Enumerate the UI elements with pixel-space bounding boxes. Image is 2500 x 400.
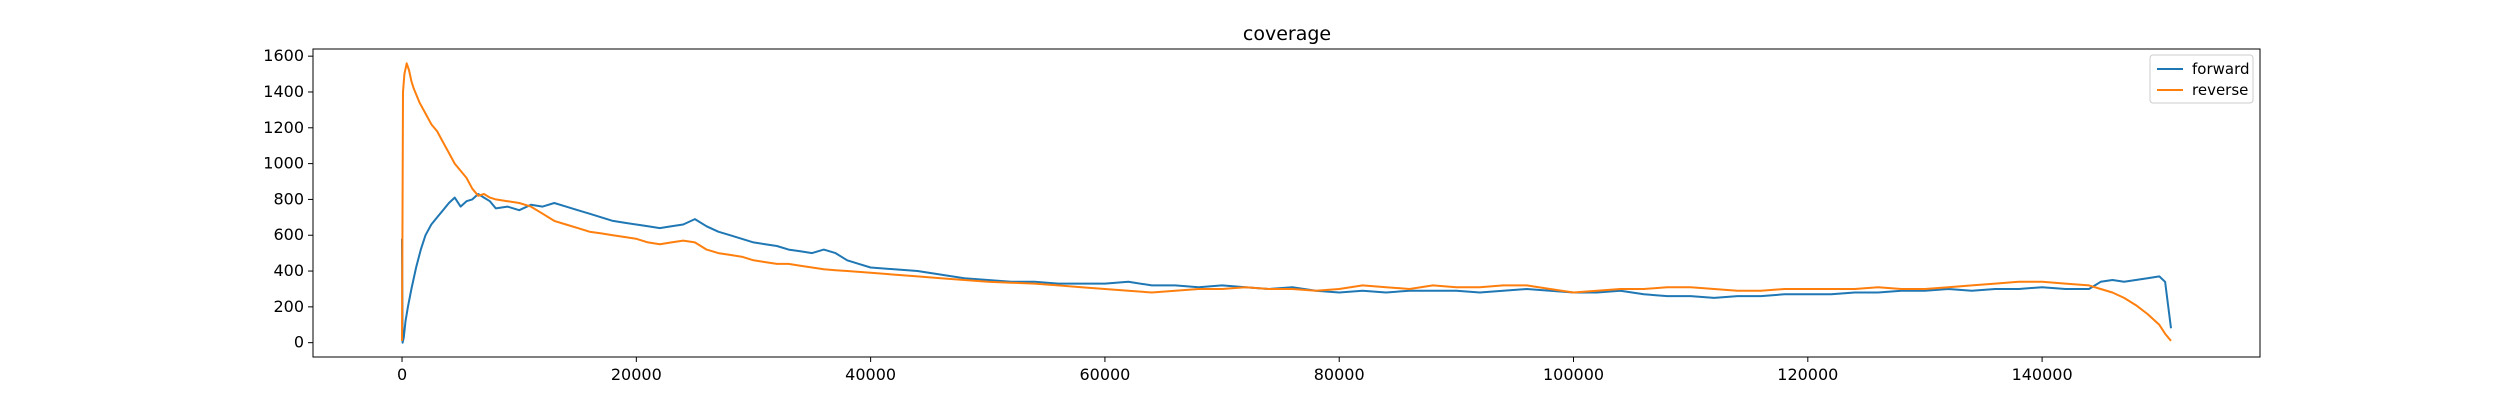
plot-frame [312, 48, 2261, 358]
series-line-forward [401, 193, 2172, 344]
x-tick-label: 40000 [845, 365, 896, 384]
x-tick-label: 20000 [611, 365, 662, 384]
legend-label-forward: forward [2192, 60, 2250, 78]
x-axis: 0 20000 40000 60000 80000 100000 120000 140000 [397, 357, 2073, 384]
x-tick-label: 140000 [2012, 365, 2073, 384]
data-lines [401, 62, 2172, 344]
y-tick-label: 800 [273, 189, 304, 208]
y-axis: 0 200 400 600 800 1000 1200 1400 1600 [263, 46, 313, 352]
x-tick-label: 100000 [1543, 365, 1604, 384]
y-tick-label: 1200 [263, 118, 304, 137]
legend-label-reverse: reverse [2192, 81, 2248, 99]
chart-title: coverage [1243, 23, 1331, 45]
y-tick-label: 200 [273, 297, 304, 316]
series-line-reverse [401, 62, 2172, 342]
y-tick-label: 1400 [263, 82, 304, 101]
y-tick-label: 400 [273, 261, 304, 280]
y-tick-label: 1600 [263, 46, 304, 65]
plot-area [312, 48, 2261, 358]
x-tick-label: 60000 [1079, 365, 1130, 384]
x-tick-label: 120000 [1777, 365, 1838, 384]
x-tick-label: 0 [397, 365, 407, 384]
y-tick-label: 0 [294, 333, 304, 352]
x-tick-label: 80000 [1314, 365, 1365, 384]
legend: forward reverse [2149, 54, 2254, 104]
y-tick-label: 600 [273, 225, 304, 244]
y-tick-label: 1000 [263, 154, 304, 173]
